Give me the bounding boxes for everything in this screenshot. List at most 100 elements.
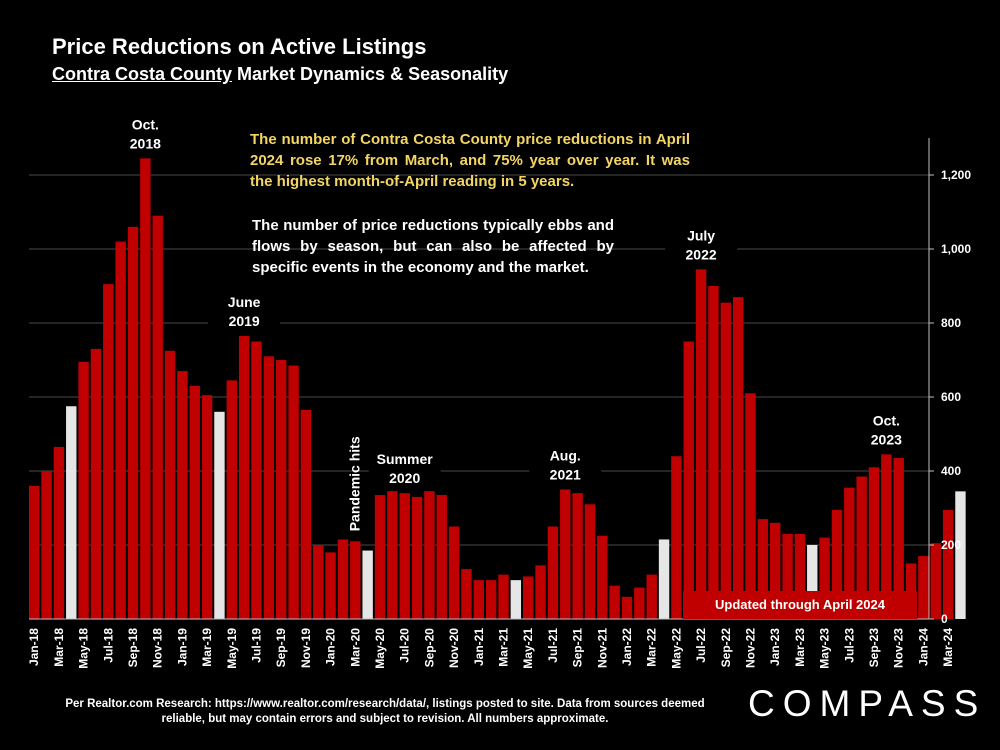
bar-Jan-23 (770, 522, 781, 619)
x-tick-label: Jan-20 (324, 628, 338, 666)
x-tick-label: May-18 (77, 628, 91, 669)
x-tick-label: May-22 (669, 628, 683, 669)
bar-May-20 (374, 495, 386, 619)
bar-Sep-22 (720, 302, 731, 619)
annotation-bg (109, 112, 182, 157)
annotation-bg (665, 223, 738, 268)
x-tick-label: Mar-23 (793, 628, 807, 667)
bar-Apr-20 (362, 550, 373, 619)
x-tick-label: Jan-23 (768, 628, 782, 666)
bar-Aug-18 (115, 241, 126, 619)
bar-Dec-21 (609, 585, 620, 619)
x-tick-label: Jan-18 (27, 628, 41, 666)
annotation-label: Oct. (132, 116, 159, 132)
x-tick-label: Nov-20 (447, 628, 461, 668)
page-subtitle: Contra Costa County Market Dynamics & Se… (52, 64, 508, 85)
x-tick-label: Mar-22 (645, 628, 659, 667)
bar-Jan-20 (325, 552, 336, 619)
bar-Apr-22 (658, 539, 670, 619)
x-tick-label: Nov-22 (744, 628, 758, 668)
x-tick-label: Nov-23 (892, 628, 906, 668)
bar-Sep-19 (276, 360, 287, 619)
bar-Jul-20 (399, 493, 410, 619)
annotation-bg (208, 289, 281, 334)
bar-May-18 (78, 361, 89, 619)
bar-Jun-21 (535, 565, 546, 619)
bar-Oct-23 (881, 454, 892, 619)
annotation-bg (368, 447, 441, 492)
x-tick-label: Jan-21 (472, 628, 486, 666)
bar-May-19 (226, 380, 237, 619)
bar-Dec-20 (461, 569, 472, 619)
x-tick-label: Sep-19 (274, 628, 288, 668)
bar-Aug-22 (708, 286, 719, 619)
x-tick-label: Nov-18 (151, 628, 165, 668)
bar-Jul-23 (844, 487, 855, 619)
bar-Aug-20 (411, 496, 423, 619)
bar-Oct-20 (436, 495, 447, 619)
annotation-label: 2023 (871, 431, 902, 447)
bar-Jul-21 (547, 526, 559, 619)
x-tick-label: May-20 (373, 628, 387, 669)
bar-Mar-18 (53, 446, 65, 619)
annotation-label: 2019 (229, 313, 260, 329)
bar-Jan-24 (918, 556, 929, 619)
x-tick-label: Jan-24 (916, 628, 930, 666)
x-tick-label: Sep-21 (571, 628, 585, 668)
bar-Mar-20 (350, 541, 361, 619)
annotation-label: Oct. (873, 412, 900, 428)
page-title: Price Reductions on Active Listings (52, 34, 427, 59)
bar-Feb-18 (41, 471, 52, 619)
bar-Aug-19 (263, 356, 275, 619)
y-tick-label: 200 (941, 538, 961, 552)
bar-Jan-19 (177, 371, 188, 619)
x-tick-label: Jul-20 (398, 628, 412, 663)
x-tick-label: Nov-21 (595, 628, 609, 668)
bar-Oct-21 (584, 504, 596, 619)
bar-Jul-18 (103, 284, 114, 619)
x-tick-label: Mar-19 (200, 628, 214, 667)
updated-badge: Updated through April 2024 (683, 591, 917, 619)
bar-Oct-19 (288, 365, 299, 619)
callout-white: The number of price reductions typically… (252, 217, 614, 276)
bar-Dec-22 (757, 519, 769, 619)
x-tick-label: May-19 (225, 628, 239, 669)
annotation-label: 2018 (130, 135, 161, 151)
bar-Feb-19 (189, 385, 200, 619)
bar-Sep-23 (868, 467, 880, 619)
annotation-label: 2021 (550, 467, 581, 483)
bar-May-21 (523, 576, 534, 619)
bar-Jul-22 (695, 269, 707, 619)
x-tick-label: Sep-20 (422, 628, 436, 668)
y-tick-label: 800 (941, 316, 961, 330)
x-tick-label: Sep-22 (719, 628, 733, 668)
x-tick-label: Mar-20 (348, 628, 362, 667)
x-tick-label: Jul-19 (250, 628, 264, 663)
bar-Apr-23 (807, 545, 818, 619)
bar-Jun-20 (387, 483, 398, 619)
subtitle-county-link: Contra Costa County (52, 64, 232, 84)
bar-Nov-22 (745, 393, 756, 619)
bar-Dec-18 (164, 350, 176, 619)
annotation-label: Summer (377, 451, 434, 467)
compass-logo: COMPASS (748, 683, 987, 724)
bar-Feb-24 (930, 543, 941, 619)
annotation-label: Pandemic hits (346, 436, 362, 531)
annotation-label: Aug. (550, 448, 581, 464)
y-tick-label: 1,000 (941, 242, 971, 256)
bar-Jun-18 (90, 348, 102, 619)
bar-Dec-19 (313, 545, 324, 619)
bar-Nov-19 (300, 409, 312, 619)
bar-Jan-21 (473, 580, 484, 619)
bar-May-23 (819, 537, 830, 619)
bar-Apr-19 (214, 411, 225, 619)
x-tick-label: Sep-23 (867, 628, 881, 668)
x-tick-label: Jul-21 (546, 628, 560, 663)
annotation-label: June (228, 294, 261, 310)
bar-Mar-19 (201, 395, 213, 619)
x-tick-label: Sep-18 (126, 628, 140, 668)
bar-Feb-20 (337, 539, 349, 619)
bar-Feb-22 (634, 587, 645, 619)
annotation-label: July (687, 227, 715, 243)
